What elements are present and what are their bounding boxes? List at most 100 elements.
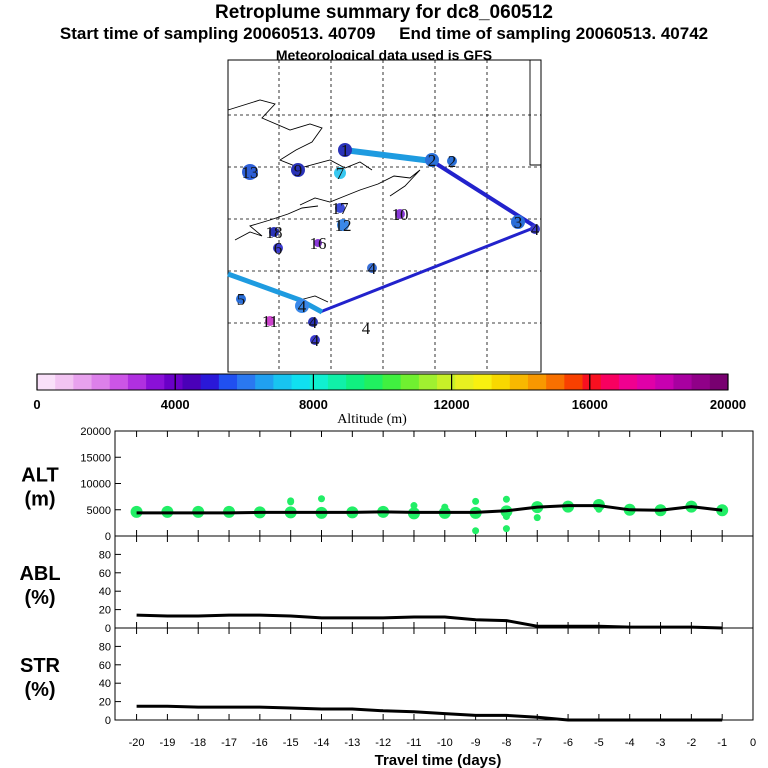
trajectory-point-marker [395,209,405,219]
y-tick-label: 0 [105,715,111,727]
colorbar-swatch [582,374,602,390]
trajectory-point-label: 2 [428,151,437,170]
colorbar-swatch [218,374,238,390]
trajectory-point-label: 7 [336,164,345,183]
trajectory-point-label: 4 [368,259,377,278]
x-tick-label: -9 [471,737,481,749]
colorbar-swatch [655,374,674,390]
y-tick-label: 20 [99,605,111,617]
trajectory-point-marker [310,335,320,345]
altitude-point [318,495,326,503]
x-tick-label: -13 [344,737,360,749]
colorbar-swatch [164,374,183,390]
panel-label: ALT [21,465,58,487]
trajectory-point-marker [334,167,346,179]
x-axis-label: Travel time (days) [375,752,502,768]
x-tick-label: -3 [656,737,666,749]
x-tick-label: -7 [532,737,542,749]
trajectory-point-label: 4 [531,220,540,239]
colorbar-swatch [327,374,347,390]
trajectory-point-label: 11 [262,312,278,331]
trajectory-point-marker [273,243,283,253]
colorbar-swatch [237,374,256,390]
colorbar-swatch [309,374,329,390]
panel-unit: (%) [24,587,55,609]
trajectory-point-label: 12 [335,216,352,235]
colorbar-swatch [673,374,693,390]
trajectory-point-marker [291,163,305,177]
trajectory-point-marker [242,164,258,180]
colorbar-swatch [73,374,93,390]
trajectory-point-label: 2 [448,152,457,171]
trajectory-segment-return [319,225,537,314]
colorbar-swatch [346,374,365,390]
colorbar-swatch [182,374,202,390]
trajectory-point-label: 4 [309,313,318,332]
altitude-point [502,495,510,503]
trajectory-point-marker [265,316,275,326]
map-frame [227,59,542,373]
colorbar-tick-label: 20000 [710,397,746,412]
altitude-point [441,503,449,511]
colorbar-swatch [255,374,274,390]
trajectory-point-label: 10 [392,205,409,224]
y-tick-label: 20 [99,697,111,709]
colorbar-swatch [546,374,565,390]
trajectory-point-marker [335,203,345,213]
colorbar-tick-label: 12000 [434,397,470,412]
trajectory-point-label: 1 [341,141,350,160]
colorbar-swatch [37,374,56,390]
altitude-colorbar: 0 4000 8000 12000 16000 20000 [33,373,746,412]
colorbar-swatch [437,374,456,390]
x-tick-label: 0 [750,737,756,749]
trajectory-point-marker [295,299,309,313]
x-tick-label: -4 [625,737,635,749]
trajectory-segment-upper [343,147,433,164]
trajectory-point-label: 4 [362,319,371,338]
colorbar-tick-label: 16000 [572,397,608,412]
colorbar-label: Altitude (m) [337,412,407,427]
colorbar-swatch [273,374,293,390]
trajectory-point-label: 13 [242,163,259,182]
colorbar-tick-label: 8000 [299,397,328,412]
x-tick-label: -15 [283,737,299,749]
colorbar-swatch [691,374,711,390]
altitude-point [472,497,480,505]
y-tick-label: 60 [99,568,111,580]
colorbar-swatch [400,374,420,390]
colorbar-swatch [127,374,147,390]
y-tick-label: 80 [99,549,111,561]
colorbar-swatch [564,374,584,390]
trajectory-point-label: 6 [274,239,283,258]
trajectory-point-label: 4 [311,331,320,350]
x-tick-label: -17 [221,737,237,749]
trajectory-point-marker [338,143,352,157]
panel-label: ABL [19,563,60,585]
altitude-point [533,514,541,522]
colorbar-swatch [473,374,493,390]
x-tick-label: -20 [129,737,145,749]
colorbar-swatch [600,374,620,390]
trajectory-point-label: 17 [332,199,350,218]
panel-unit: (%) [24,679,55,701]
coastlines [227,60,541,303]
y-tick-label: 5000 [87,505,111,517]
trajectory-point-marker [425,153,439,167]
x-tick-label: -14 [314,737,330,749]
trajectory-point-marker [447,156,457,166]
altitude-point [287,498,295,506]
y-tick-label: 40 [99,586,111,598]
colorbar-swatch [618,374,638,390]
trajectory-point-label: 9 [294,161,303,180]
met-data-label: Meteorological data used is GFS [275,47,493,63]
y-tick-label: 60 [99,660,111,672]
trajectory-point-label: 3 [514,213,523,232]
trajectory-point-label: 16 [310,234,327,253]
panel-label: STR [20,655,61,677]
colorbar-swatch [291,374,311,390]
colorbar-swatch [709,374,729,390]
start-time-label: Start time of sampling 20060513. 40709 [59,24,376,43]
series-line [136,504,723,515]
x-tick-label: -2 [686,737,696,749]
